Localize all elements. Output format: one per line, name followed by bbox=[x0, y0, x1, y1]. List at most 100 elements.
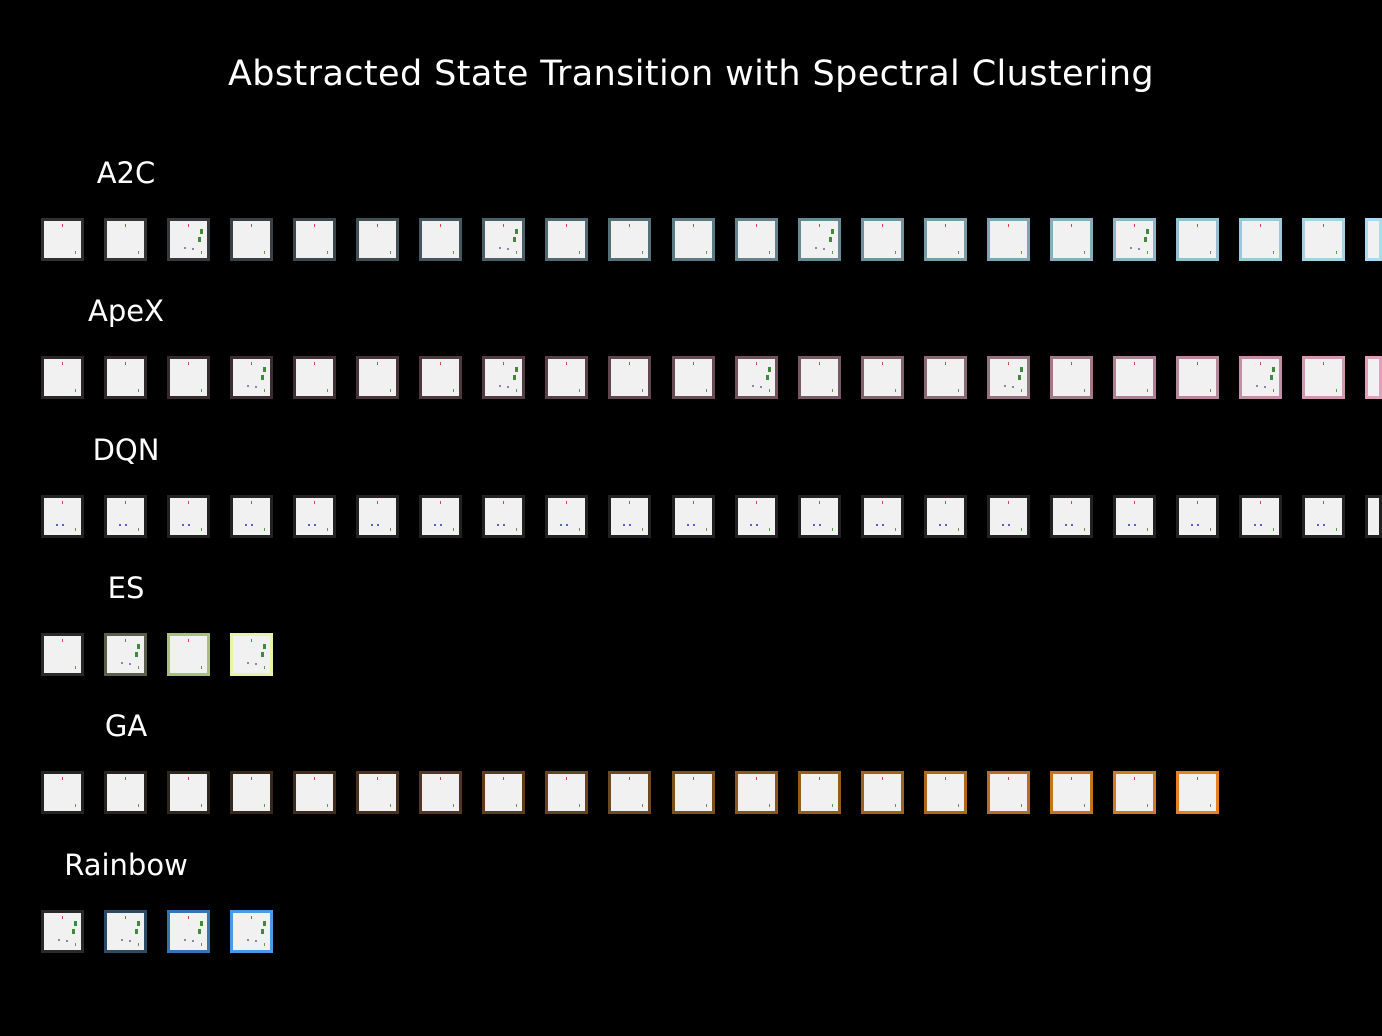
sprite-mark bbox=[255, 663, 257, 665]
sprite-mark bbox=[261, 652, 264, 657]
sprite-mark bbox=[66, 940, 68, 942]
state-thumbnail bbox=[672, 356, 715, 399]
sprite-mark bbox=[327, 251, 328, 254]
sprite-mark bbox=[516, 528, 517, 531]
sprite-mark bbox=[1210, 804, 1211, 807]
state-thumbnail bbox=[798, 495, 841, 538]
row-label-rainbow: Rainbow bbox=[64, 848, 188, 882]
sprite-mark bbox=[440, 777, 441, 780]
sprite-mark bbox=[453, 251, 454, 254]
state-thumbnail bbox=[1302, 495, 1345, 538]
state-thumbnail bbox=[1113, 218, 1156, 261]
sprite-mark bbox=[1273, 251, 1274, 254]
state-thumbnail bbox=[41, 771, 84, 814]
sprite-mark bbox=[760, 386, 762, 388]
sprite-mark bbox=[756, 224, 757, 227]
sprite-mark bbox=[1021, 528, 1022, 531]
state-thumbnail bbox=[798, 771, 841, 814]
sprite-mark bbox=[882, 501, 883, 504]
sprite-mark bbox=[247, 385, 249, 387]
sprite-mark bbox=[629, 501, 630, 504]
state-thumbnail bbox=[987, 771, 1030, 814]
sprite-mark bbox=[706, 528, 707, 531]
sprite-mark bbox=[1071, 777, 1072, 780]
sprite-mark bbox=[201, 389, 202, 392]
state-thumbnail bbox=[798, 218, 841, 261]
sprite-mark bbox=[642, 389, 643, 392]
sprite-mark bbox=[1256, 385, 1258, 387]
sprite-mark bbox=[1004, 385, 1006, 387]
sprite-mark bbox=[823, 248, 825, 250]
sprite-mark bbox=[440, 362, 441, 365]
sprite-mark bbox=[1084, 528, 1085, 531]
sprite-mark bbox=[882, 777, 883, 780]
sprite-mark bbox=[1191, 524, 1193, 526]
sprite-mark bbox=[499, 385, 501, 387]
row-label-dqn: DQN bbox=[92, 433, 160, 467]
sprite-mark bbox=[390, 528, 391, 531]
sprite-mark bbox=[831, 229, 834, 234]
sprite-mark bbox=[579, 528, 580, 531]
sprite-mark bbox=[251, 777, 252, 780]
state-thumbnail bbox=[356, 495, 399, 538]
state-thumbnail bbox=[608, 771, 651, 814]
state-thumbnail bbox=[293, 771, 336, 814]
sprite-mark bbox=[895, 251, 896, 254]
sprite-mark bbox=[327, 804, 328, 807]
state-thumbnail bbox=[924, 771, 967, 814]
sprite-mark bbox=[377, 524, 379, 526]
sprite-mark bbox=[1008, 362, 1009, 365]
sprite-mark bbox=[198, 237, 201, 242]
sprite-mark bbox=[75, 528, 76, 531]
sprite-mark bbox=[62, 501, 63, 504]
sprite-mark bbox=[769, 251, 770, 254]
sprite-mark bbox=[251, 501, 252, 504]
sprite-mark bbox=[1071, 362, 1072, 365]
sprite-mark bbox=[247, 662, 249, 664]
sprite-mark bbox=[579, 389, 580, 392]
sprite-mark bbox=[440, 524, 442, 526]
sprite-mark bbox=[377, 501, 378, 504]
state-thumbnail bbox=[987, 495, 1030, 538]
sprite-mark bbox=[371, 524, 373, 526]
sprite-mark bbox=[1084, 251, 1085, 254]
sprite-mark bbox=[125, 639, 126, 642]
state-thumbnail bbox=[41, 218, 84, 261]
sprite-mark bbox=[832, 528, 833, 531]
sprite-mark bbox=[706, 389, 707, 392]
figure-title: Abstracted State Transition with Spectra… bbox=[227, 54, 1155, 94]
sprite-mark bbox=[72, 929, 75, 934]
sprite-mark bbox=[1197, 501, 1198, 504]
sprite-mark bbox=[261, 929, 264, 934]
state-thumbnail bbox=[167, 633, 210, 676]
sprite-mark bbox=[945, 524, 947, 526]
state-thumbnail bbox=[104, 633, 147, 676]
state-thumbnail bbox=[545, 771, 588, 814]
sprite-mark bbox=[251, 639, 252, 642]
state-thumbnail bbox=[356, 218, 399, 261]
state-thumbnail bbox=[924, 218, 967, 261]
sprite-mark bbox=[1273, 389, 1274, 392]
sprite-mark bbox=[1071, 224, 1072, 227]
sprite-mark bbox=[1147, 251, 1148, 254]
sprite-mark bbox=[819, 362, 820, 365]
state-thumbnail bbox=[419, 356, 462, 399]
state-thumbnail bbox=[545, 356, 588, 399]
sprite-mark bbox=[1008, 224, 1009, 227]
sprite-mark bbox=[188, 524, 190, 526]
state-thumbnail bbox=[356, 771, 399, 814]
sprite-mark bbox=[629, 524, 631, 526]
state-thumbnail bbox=[735, 771, 778, 814]
sprite-mark bbox=[188, 639, 189, 642]
sprite-mark bbox=[1323, 362, 1324, 365]
sprite-mark bbox=[247, 939, 249, 941]
sprite-mark bbox=[566, 501, 567, 504]
sprite-mark bbox=[56, 524, 58, 526]
state-thumbnail bbox=[41, 910, 84, 953]
state-thumbnail bbox=[1302, 218, 1345, 261]
sprite-mark bbox=[687, 524, 689, 526]
sprite-mark bbox=[945, 777, 946, 780]
state-thumbnail bbox=[104, 356, 147, 399]
sprite-mark bbox=[1336, 528, 1337, 531]
sprite-mark bbox=[200, 921, 203, 926]
